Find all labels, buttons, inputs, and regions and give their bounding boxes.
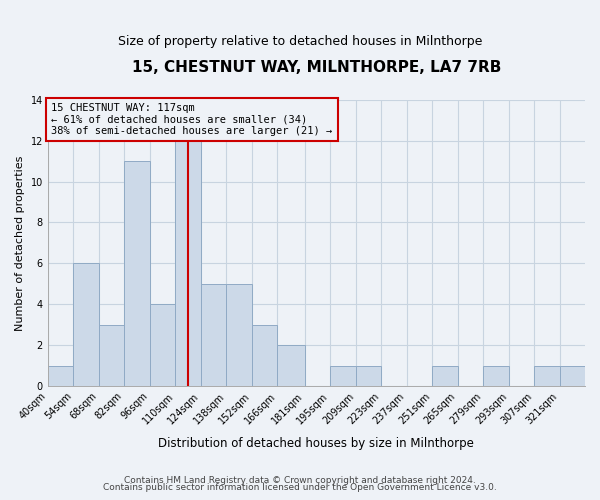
Bar (226, 284, 252, 386)
Bar (277, 345, 305, 386)
Bar (534, 366, 560, 386)
Bar (48, 366, 73, 386)
Bar (175, 140, 201, 386)
Bar (330, 366, 356, 386)
Text: Size of property relative to detached houses in Milnthorpe: Size of property relative to detached ho… (118, 35, 482, 48)
Bar (124, 161, 150, 386)
Bar (560, 366, 585, 386)
Bar (432, 366, 458, 386)
Text: 15 CHESTNUT WAY: 117sqm
← 61% of detached houses are smaller (34)
38% of semi-de: 15 CHESTNUT WAY: 117sqm ← 61% of detache… (52, 103, 332, 136)
Text: Contains public sector information licensed under the Open Government Licence v3: Contains public sector information licen… (103, 484, 497, 492)
Bar (201, 284, 226, 386)
X-axis label: Distribution of detached houses by size in Milnthorpe: Distribution of detached houses by size … (158, 437, 475, 450)
Y-axis label: Number of detached properties: Number of detached properties (15, 156, 25, 330)
Title: 15, CHESTNUT WAY, MILNTHORPE, LA7 7RB: 15, CHESTNUT WAY, MILNTHORPE, LA7 7RB (132, 60, 501, 75)
Bar (483, 366, 509, 386)
Bar (73, 264, 99, 386)
Bar (356, 366, 381, 386)
Bar (252, 325, 277, 386)
Bar (150, 304, 175, 386)
Bar (99, 325, 124, 386)
Text: Contains HM Land Registry data © Crown copyright and database right 2024.: Contains HM Land Registry data © Crown c… (124, 476, 476, 485)
